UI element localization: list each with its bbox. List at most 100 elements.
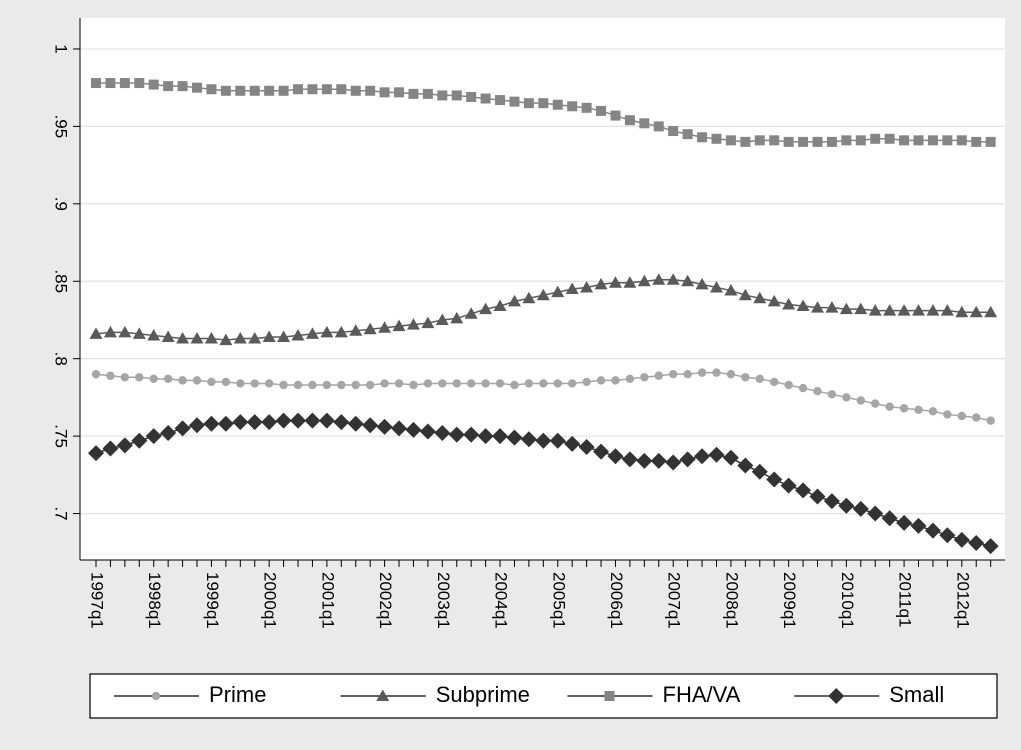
data-point <box>376 418 393 435</box>
data-point <box>913 135 924 146</box>
data-point <box>520 431 537 448</box>
data-point <box>318 412 335 429</box>
data-point <box>984 305 998 318</box>
legend-label: Subprime <box>436 682 530 707</box>
data-point <box>855 135 866 146</box>
data-point <box>738 288 752 301</box>
data-point <box>163 81 174 92</box>
data-point <box>910 517 927 534</box>
data-point <box>985 136 996 147</box>
data-point <box>665 454 682 471</box>
data-point <box>495 95 506 106</box>
data-point <box>971 136 982 147</box>
data-point <box>841 135 852 146</box>
data-point <box>823 493 840 510</box>
data-point <box>711 133 722 144</box>
data-point <box>336 84 347 95</box>
data-point <box>149 374 158 384</box>
data-point <box>347 415 364 432</box>
data-point <box>796 299 810 312</box>
data-point <box>219 333 233 346</box>
data-point <box>580 280 594 293</box>
data-point <box>177 81 188 92</box>
data-point <box>221 377 231 387</box>
data-point <box>438 379 447 388</box>
data-point <box>650 452 667 469</box>
data-point <box>838 497 855 514</box>
data-point <box>378 321 392 333</box>
data-point <box>437 90 448 101</box>
data-point <box>279 380 288 390</box>
data-point <box>147 328 161 341</box>
data-point <box>969 305 983 318</box>
data-point <box>334 325 348 338</box>
x-tick-label: 2009q1 <box>780 572 799 629</box>
data-point <box>132 327 146 339</box>
data-point <box>549 432 566 449</box>
data-point <box>102 440 119 457</box>
data-point <box>466 379 476 388</box>
data-point <box>582 377 591 387</box>
data-point <box>943 410 952 419</box>
data-point <box>608 276 622 288</box>
data-point <box>669 369 678 379</box>
data-point <box>653 121 664 132</box>
data-point <box>596 376 606 385</box>
data-point <box>640 373 649 382</box>
data-point <box>611 376 620 385</box>
data-point <box>290 412 307 429</box>
data-point <box>856 396 865 405</box>
data-point <box>852 500 869 517</box>
data-point <box>206 84 217 95</box>
data-point <box>91 369 101 379</box>
data-point <box>134 78 145 89</box>
legend-marker <box>151 691 161 701</box>
data-point <box>524 379 534 388</box>
data-point <box>419 423 436 440</box>
data-point <box>652 273 666 285</box>
data-point <box>178 376 187 385</box>
data-point <box>767 294 781 307</box>
data-point <box>912 304 926 316</box>
data-point <box>885 402 894 411</box>
data-point <box>321 84 332 95</box>
data-point <box>581 102 592 113</box>
data-point <box>421 316 435 329</box>
data-point <box>246 414 263 431</box>
data-point <box>333 414 350 431</box>
data-point <box>277 330 291 343</box>
y-tick-label: 1 <box>52 44 71 53</box>
data-point <box>275 412 292 429</box>
data-point <box>261 414 278 431</box>
legend-marker <box>604 691 615 701</box>
data-point <box>365 380 375 390</box>
x-tick-label: 2000q1 <box>261 572 280 629</box>
data-point <box>682 129 693 140</box>
data-point <box>610 110 621 121</box>
data-point <box>148 79 159 90</box>
data-point <box>725 135 736 146</box>
data-point <box>435 313 449 325</box>
data-point <box>722 449 739 466</box>
data-point <box>337 380 346 390</box>
data-point <box>105 78 116 89</box>
data-point <box>207 377 216 387</box>
data-point <box>567 101 578 112</box>
data-point <box>551 285 565 298</box>
data-point <box>596 105 607 116</box>
data-point <box>464 307 478 319</box>
data-point <box>203 415 220 432</box>
data-point <box>422 88 433 99</box>
legend-label: FHA/VA <box>663 682 741 707</box>
data-point <box>365 85 376 96</box>
data-point <box>986 416 995 425</box>
data-point <box>88 445 104 462</box>
data-point <box>536 288 550 301</box>
data-point <box>827 390 837 399</box>
data-point <box>924 522 941 539</box>
data-point <box>712 368 721 377</box>
x-tick-label: 1997q1 <box>88 572 107 629</box>
data-point <box>955 305 969 318</box>
data-point <box>783 136 794 147</box>
data-point <box>349 324 363 336</box>
